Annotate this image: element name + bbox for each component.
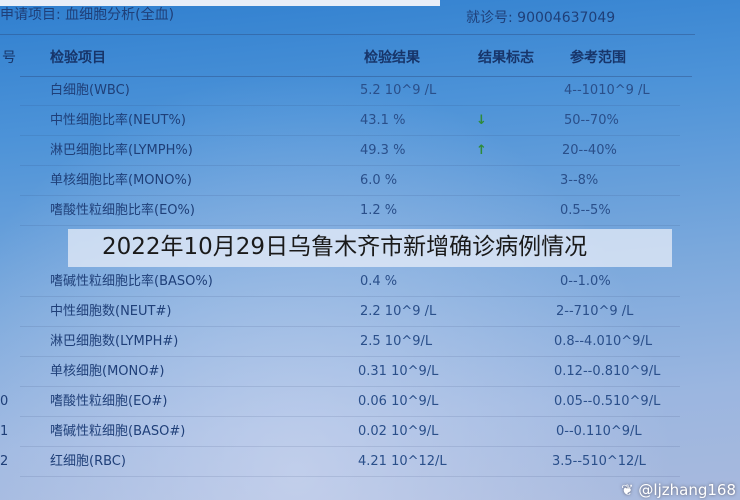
row-item: 单核细胞(MONO#) xyxy=(50,364,165,379)
row-divider xyxy=(20,416,680,417)
row-result: 0.31 10^9/L xyxy=(358,364,439,379)
leaf-logo-icon: ❦ xyxy=(621,481,634,499)
col-result: 检验结果 xyxy=(364,50,420,66)
row-divider xyxy=(20,326,680,327)
row-range: 0--1.0% xyxy=(560,274,611,289)
watermark-text: @ljzhang168 xyxy=(638,481,736,499)
row-item: 红细胞(RBC) xyxy=(50,454,126,469)
row-divider xyxy=(20,195,680,196)
row-result: 0.02 10^9/L xyxy=(358,424,439,439)
row-result: 1.2 % xyxy=(360,203,398,218)
row-item: 白细胞(WBC) xyxy=(50,83,130,98)
row-item: 中性细胞比率(NEUT%) xyxy=(50,113,186,128)
row-result: 4.21 10^12/L xyxy=(358,454,447,469)
row-range: 0.12--0.810^9/L xyxy=(554,364,661,379)
row-divider xyxy=(20,165,680,166)
row-divider xyxy=(20,446,680,447)
row-range: 0.05--0.510^9/L xyxy=(554,394,661,409)
row-result: 5.2 10^9 /L xyxy=(360,83,437,98)
row-result: 43.1 % xyxy=(360,113,406,128)
row-number: 2 xyxy=(0,454,9,469)
row-item: 嗜碱性粒细胞比率(BASO%) xyxy=(50,274,213,289)
col-no: 号 xyxy=(2,50,16,66)
visit-number: 就诊号: 90004637049 xyxy=(466,10,616,26)
row-item: 中性细胞数(NEUT#) xyxy=(50,304,172,319)
row-flag: ↓ xyxy=(476,113,487,128)
window-top-edge xyxy=(0,0,440,6)
row-range: 2--710^9 /L xyxy=(556,304,634,319)
row-result: 49.3 % xyxy=(360,143,406,158)
table-header-divider xyxy=(20,76,692,77)
header-divider xyxy=(0,34,695,35)
row-divider xyxy=(20,105,680,106)
row-divider xyxy=(20,386,680,387)
row-number: 1 xyxy=(0,424,9,439)
row-range: 0--0.110^9/L xyxy=(556,424,642,439)
row-result: 2.2 10^9 /L xyxy=(360,304,437,319)
row-result: 2.5 10^9/L xyxy=(360,334,433,349)
row-item: 嗜酸性粒细胞(EO#) xyxy=(50,394,168,409)
row-range: 0.8--4.010^9/L xyxy=(554,334,653,349)
col-item: 检验项目 xyxy=(50,50,106,66)
row-divider xyxy=(20,476,680,477)
row-divider xyxy=(20,296,680,297)
row-result: 0.06 10^9/L xyxy=(358,394,439,409)
row-result: 0.4 % xyxy=(360,274,398,289)
caption-text: 2022年10月29日乌鲁木齐市新增确诊病例情况 xyxy=(102,234,588,260)
request-label: 申请项目: 血细胞分析(全血) xyxy=(0,7,175,23)
row-range: 3--8% xyxy=(560,173,599,188)
row-flag: ↑ xyxy=(476,143,487,158)
row-range: 4--1010^9 /L xyxy=(564,83,650,98)
row-range: 0.5--5% xyxy=(560,203,611,218)
row-divider xyxy=(20,135,680,136)
row-range: 20--40% xyxy=(562,143,617,158)
row-range: 50--70% xyxy=(564,113,619,128)
row-divider xyxy=(20,356,680,357)
col-range: 参考范围 xyxy=(570,50,626,66)
watermark: ❦ @ljzhang168 xyxy=(621,481,736,499)
row-result: 6.0 % xyxy=(360,173,398,188)
row-item: 嗜酸性粒细胞比率(EO%) xyxy=(50,203,195,218)
row-item: 淋巴细胞比率(LYMPH%) xyxy=(50,143,193,158)
row-item: 淋巴细胞数(LYMPH#) xyxy=(50,334,179,349)
row-number: 0 xyxy=(0,394,9,409)
col-flag: 结果标志 xyxy=(478,50,534,66)
row-item: 嗜碱性粒细胞(BASO#) xyxy=(50,424,186,439)
caption-banner: 2022年10月29日乌鲁木齐市新增确诊病例情况 xyxy=(68,229,672,267)
row-divider xyxy=(20,225,680,226)
row-range: 3.5--510^12/L xyxy=(552,454,646,469)
row-item: 单核细胞比率(MONO%) xyxy=(50,173,192,188)
